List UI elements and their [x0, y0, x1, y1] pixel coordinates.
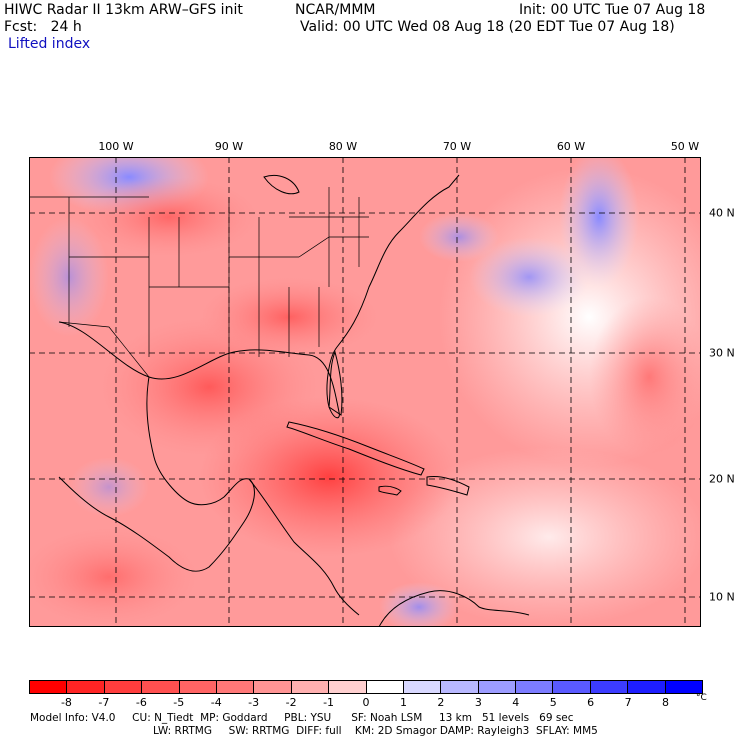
- colorbar-swatch: [216, 681, 255, 693]
- lat-label: 40 N: [709, 206, 735, 220]
- colorbar-label: -5: [173, 696, 185, 709]
- hispaniola-coastline: [426, 476, 470, 496]
- colorbar-label: 8: [662, 696, 670, 709]
- model-title: HIWC Radar II 13km ARW–GFS init: [4, 2, 243, 18]
- colorbar-swatch: [104, 681, 143, 693]
- lat-label: 30 N: [709, 346, 735, 360]
- map-frame: [29, 157, 701, 627]
- stable-area: [379, 582, 459, 627]
- colorbar-label: -7: [98, 696, 110, 709]
- mexico-coastline: [58, 376, 255, 572]
- central-america-coastline: [248, 478, 360, 616]
- stable-area: [419, 212, 499, 262]
- colorbar-label: 5: [549, 696, 557, 709]
- lon-label: 50 W: [670, 140, 700, 153]
- model-info-line-2: LW: RRTMG SW: RRTMG DIFF: full KM: 2D Sm…: [153, 725, 598, 737]
- great-lakes-outline: [263, 174, 300, 195]
- forecast-hour: Fcst: 24 h: [4, 19, 82, 35]
- florida-coastline: [328, 350, 343, 416]
- stable-area: [469, 237, 589, 317]
- state-border: [29, 187, 369, 357]
- colorbar-label: -1: [323, 696, 335, 709]
- lon-label: 100 W: [98, 140, 134, 153]
- lon-label: 60 W: [556, 140, 586, 153]
- stable-area: [69, 457, 149, 517]
- field-name: Lifted index: [8, 36, 91, 52]
- lon-label: 70 W: [442, 140, 472, 153]
- colorbar-swatch: [403, 681, 442, 693]
- model-info-line-1: Model Info: V4.0 CU: N_Tiedt MP: Goddard…: [30, 712, 574, 724]
- lat-label: 10 N: [709, 590, 735, 604]
- unstable-area: [29, 527, 199, 627]
- colorbar-swatch: [329, 681, 367, 693]
- colorbar-label: 0: [362, 696, 370, 709]
- valid-time: Valid: 00 UTC Wed 08 Aug 18 (20 EDT Tue …: [300, 19, 675, 35]
- south-america-coastline: [378, 590, 530, 627]
- colorbar-label: 3: [474, 696, 482, 709]
- colorbar-swatch: [67, 681, 105, 693]
- colorbar-swatch: [478, 681, 517, 693]
- colorbar-swatch: [553, 681, 591, 693]
- colorbar-swatch: [30, 681, 68, 693]
- colorbar-label: -8: [60, 696, 72, 709]
- colorbar-swatch: [179, 681, 217, 693]
- colorbar-label: 6: [587, 696, 595, 709]
- colorbar-swatch: [291, 681, 330, 693]
- us-gulf-coastline: [58, 174, 460, 419]
- stable-area: [559, 157, 639, 287]
- colorbar-label: 1: [399, 696, 407, 709]
- lon-label: 90 W: [214, 140, 244, 153]
- colorbar-swatch: [254, 681, 292, 693]
- colorbar-label: 2: [437, 696, 445, 709]
- colorbar-label: -2: [285, 696, 297, 709]
- colorbar-label: -3: [248, 696, 260, 709]
- colorbar-swatch: [590, 681, 629, 693]
- lat-label: 20 N: [709, 472, 735, 486]
- atlantic-pale-area: [389, 447, 701, 627]
- colorbar-swatch: [628, 681, 666, 693]
- colorbar-label: -4: [210, 696, 222, 709]
- colorbar-label: -6: [135, 696, 147, 709]
- colorbar-label: 4: [512, 696, 520, 709]
- init-time: Init: 00 UTC Tue 07 Aug 18: [519, 2, 706, 18]
- colorbar-swatch: [366, 681, 404, 693]
- org-label: NCAR/MMM: [295, 2, 376, 18]
- colorbar-swatch: [441, 681, 479, 693]
- colorbar-swatch: [665, 681, 703, 693]
- colorbar: [29, 680, 703, 694]
- unstable-area: [199, 397, 459, 557]
- colorbar-swatch: [516, 681, 554, 693]
- colorbar-label: 7: [624, 696, 632, 709]
- mexico-border: [58, 321, 150, 378]
- unstable-area: [79, 177, 259, 257]
- lon-label: 80 W: [328, 140, 358, 153]
- unstable-area: [589, 297, 701, 457]
- colorbar-unit: °C: [696, 693, 707, 703]
- lifted-index-map: [29, 157, 701, 627]
- colorbar-swatch: [142, 681, 180, 693]
- cuba-coastline: [286, 421, 425, 476]
- jamaica-coastline: [378, 485, 402, 496]
